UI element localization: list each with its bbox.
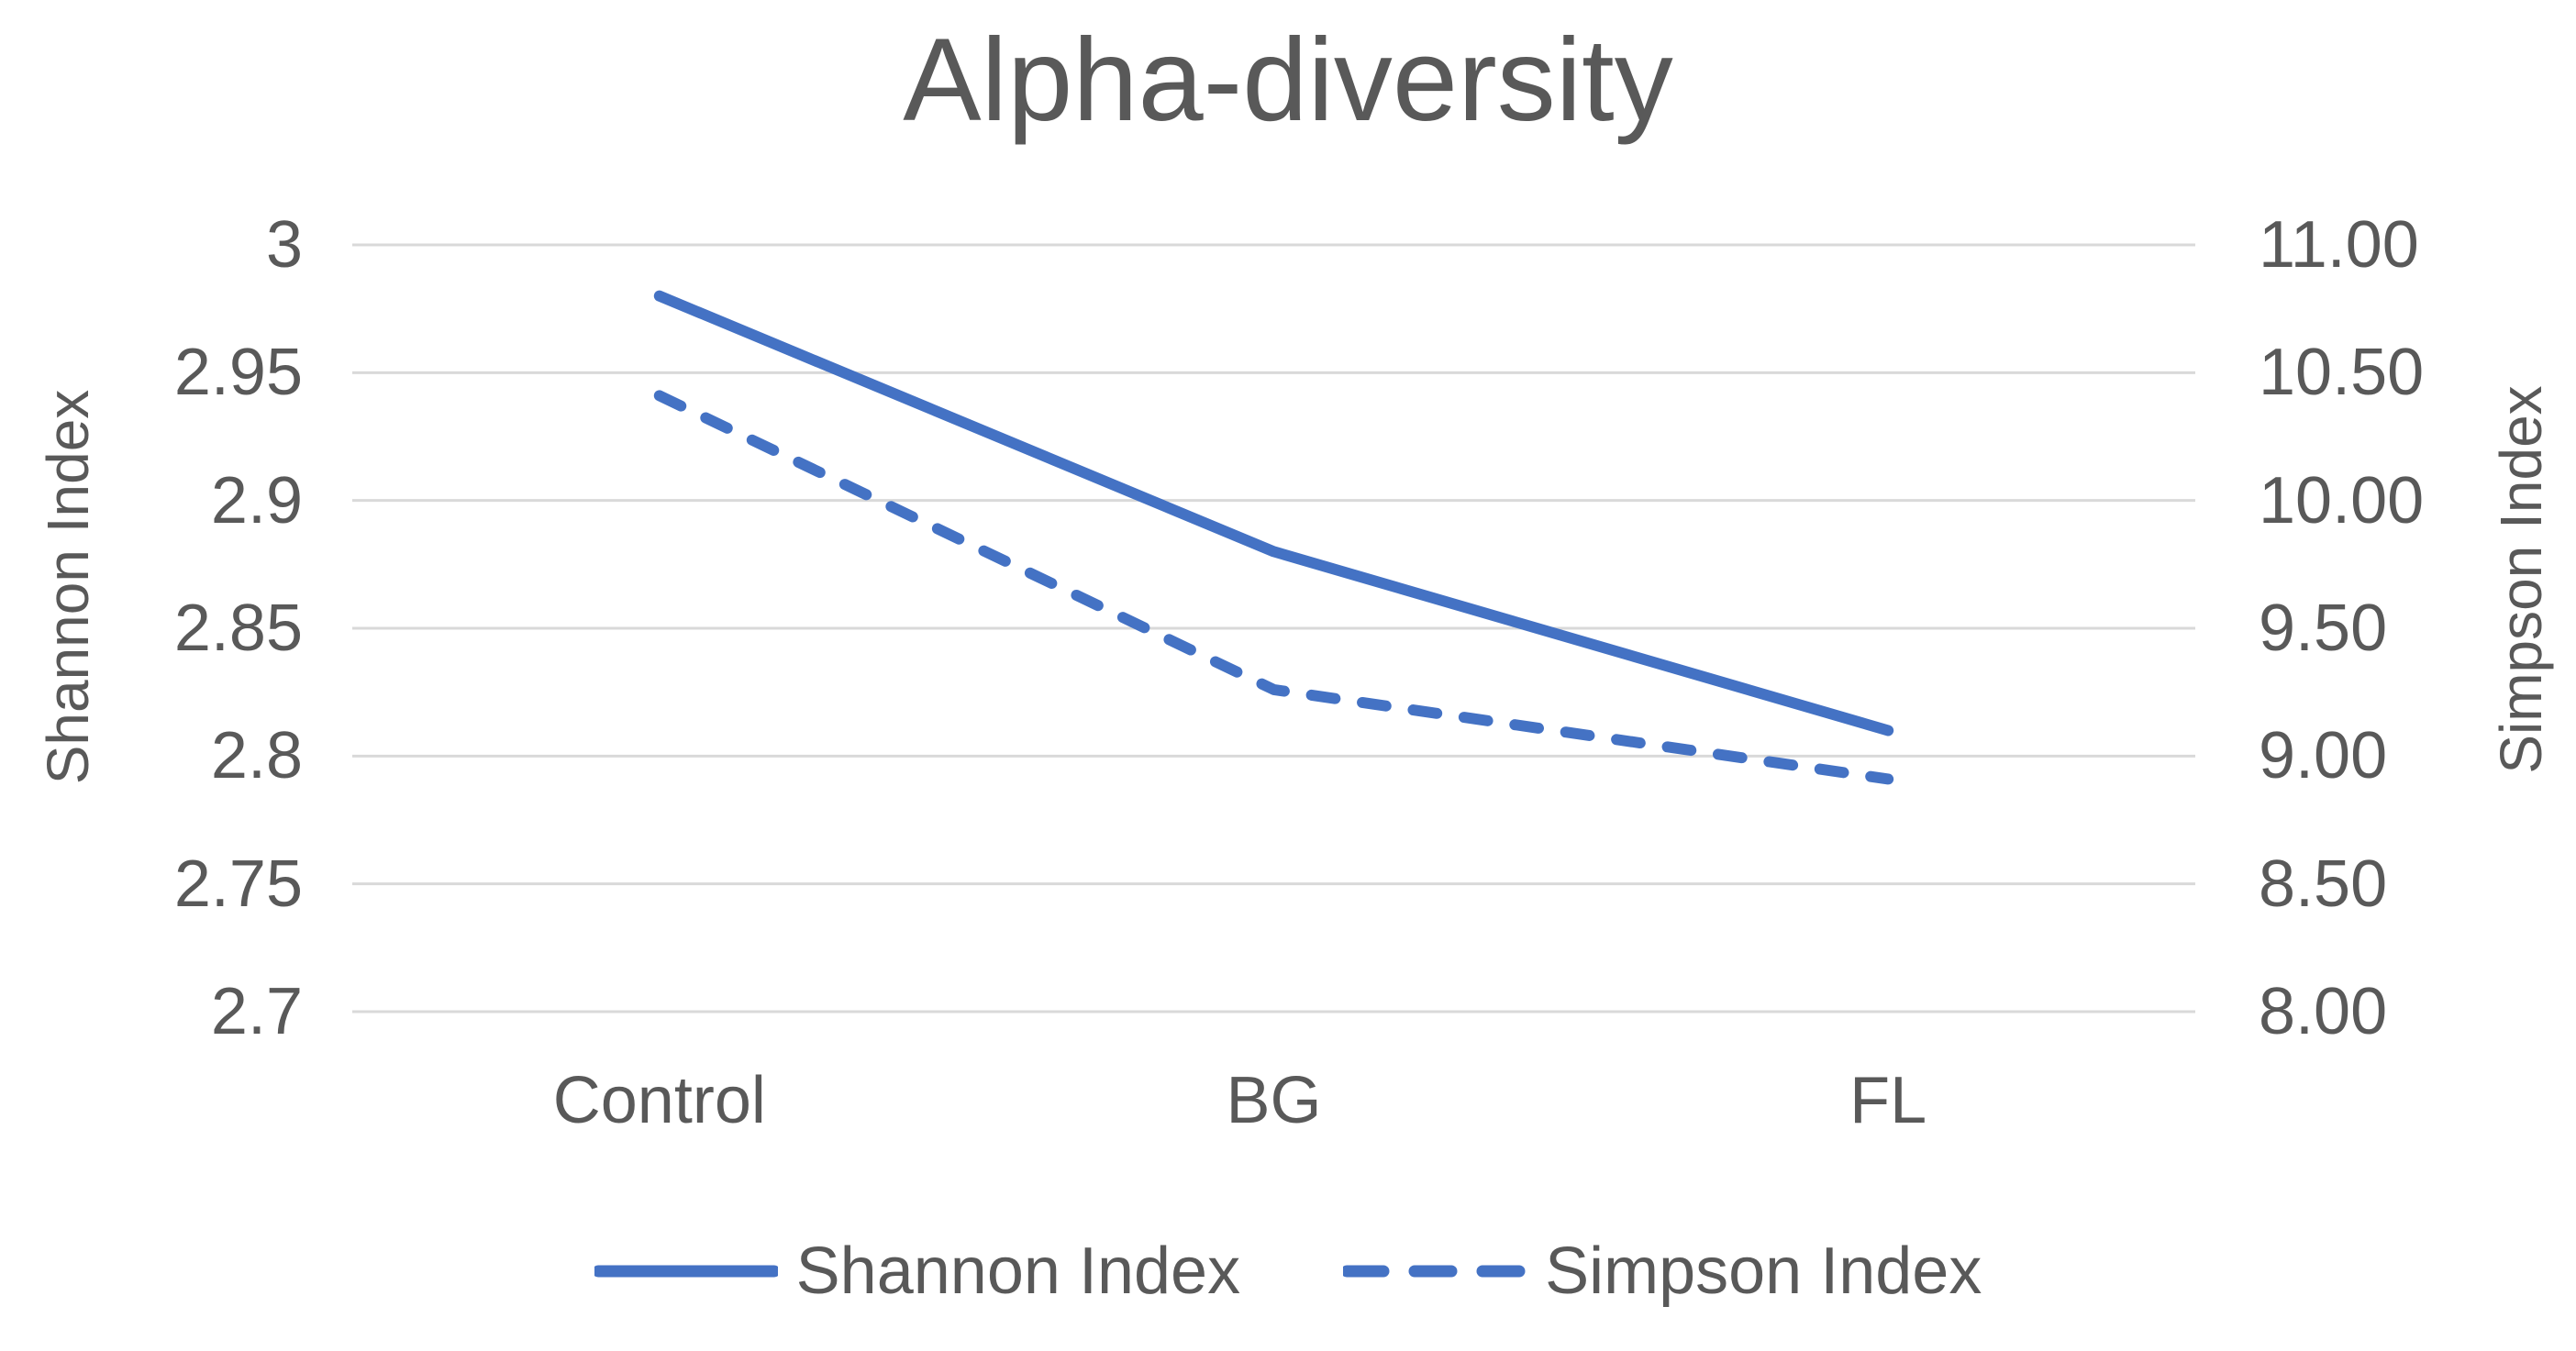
legend: Shannon Index Simpson Index bbox=[0, 1238, 2576, 1304]
left-axis-tick: 3 bbox=[265, 208, 303, 282]
legend-label: Simpson Index bbox=[1545, 1235, 1982, 1308]
solid-line-swatch-icon bbox=[594, 1265, 778, 1278]
x-axis-label: BG bbox=[1226, 1064, 1322, 1137]
dashed-line-swatch-icon bbox=[1343, 1265, 1527, 1278]
right-axis-tick: 11.00 bbox=[2259, 208, 2419, 282]
legend-label: Shannon Index bbox=[795, 1235, 1241, 1308]
right-axis-tick: 10.50 bbox=[2259, 336, 2425, 410]
right-axis-tick: 8.00 bbox=[2259, 975, 2388, 1048]
chart-title: Alpha-diversity bbox=[903, 15, 1673, 146]
left-axis-tick: 2.9 bbox=[210, 463, 303, 537]
left-axis-tick: 2.8 bbox=[210, 719, 303, 793]
x-axis-label: Control bbox=[552, 1064, 766, 1137]
right-axis-tick: 9.50 bbox=[2259, 592, 2388, 665]
left-axis-tick: 2.95 bbox=[173, 336, 303, 410]
legend-item-simpson: Simpson Index bbox=[1343, 1238, 1982, 1304]
x-axis-label: FL bbox=[1849, 1064, 1927, 1137]
shannon-index-line bbox=[653, 290, 1894, 736]
left-axis-tick: 2.75 bbox=[173, 847, 303, 921]
simpson-index-line bbox=[653, 390, 1894, 785]
right-axis-tick: 9.00 bbox=[2259, 719, 2388, 793]
legend-item-shannon: Shannon Index bbox=[594, 1238, 1240, 1304]
right-axis-tick: 8.50 bbox=[2259, 847, 2388, 921]
right-axis-tick: 10.00 bbox=[2259, 463, 2425, 537]
left-axis-tick: 2.7 bbox=[210, 975, 303, 1048]
left-axis-tick: 2.85 bbox=[173, 592, 303, 665]
